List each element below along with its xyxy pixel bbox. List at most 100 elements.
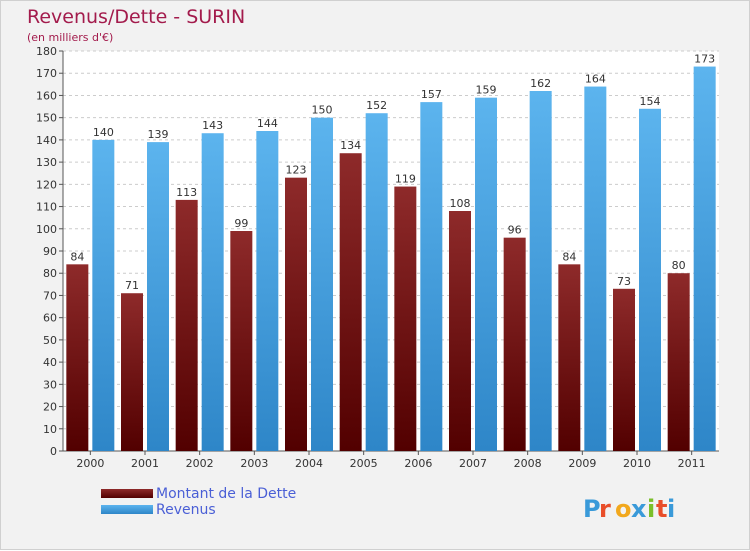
bar-revenus bbox=[475, 97, 497, 452]
y-tick-label: 90 bbox=[43, 245, 57, 258]
data-label: 113 bbox=[176, 186, 197, 199]
data-label: 159 bbox=[476, 84, 497, 97]
bar-dette bbox=[613, 288, 635, 451]
bar-dette bbox=[558, 264, 581, 451]
legend-swatch-dette bbox=[101, 489, 153, 498]
grid-lines bbox=[63, 50, 719, 452]
data-label: 173 bbox=[694, 53, 715, 66]
y-tick-label: 120 bbox=[36, 178, 57, 191]
y-tick-label: 80 bbox=[43, 267, 57, 280]
logo-letter: P bbox=[583, 495, 601, 523]
bar-revenus bbox=[256, 131, 279, 451]
data-label: 96 bbox=[508, 224, 522, 237]
data-label: 84 bbox=[70, 250, 84, 263]
data-label: 73 bbox=[617, 275, 631, 288]
bar-dette bbox=[121, 293, 143, 451]
legend-label-dette: Montant de la Dette bbox=[156, 486, 296, 502]
data-label: 143 bbox=[202, 119, 223, 132]
y-tick-label: 160 bbox=[36, 89, 57, 102]
bar-revenus bbox=[201, 133, 224, 451]
y-axis: 0 10 20 30 40 50 60 70 80 90 100 110 120 130 140 150 160… bbox=[36, 45, 719, 458]
x-tick-label: 2009 bbox=[568, 457, 596, 470]
legend-label-revenus: Revenus bbox=[156, 502, 216, 518]
bar-dette bbox=[503, 237, 526, 451]
bars bbox=[66, 66, 716, 452]
bar-dette bbox=[175, 199, 198, 451]
data-label: 157 bbox=[421, 88, 442, 101]
legend-swatch-revenus bbox=[101, 505, 153, 514]
data-label: 154 bbox=[640, 95, 661, 108]
logo-letter: x bbox=[631, 495, 647, 523]
x-tick-label: 2002 bbox=[186, 457, 214, 470]
y-tick-label: 0 bbox=[50, 445, 57, 458]
data-label: 164 bbox=[585, 73, 606, 86]
bar-revenus bbox=[584, 86, 607, 452]
data-label: 139 bbox=[148, 128, 169, 141]
y-tick-label: 30 bbox=[43, 378, 57, 391]
y-tick-label: 100 bbox=[36, 223, 57, 236]
x-tick-label: 2001 bbox=[131, 457, 159, 470]
bar-dette bbox=[667, 273, 690, 451]
bar-revenus bbox=[147, 142, 169, 451]
logo-letter: t bbox=[656, 495, 667, 523]
data-label: 108 bbox=[450, 197, 471, 210]
y-tick-label: 150 bbox=[36, 112, 57, 125]
x-tick-label: 2007 bbox=[459, 457, 487, 470]
data-label: 119 bbox=[395, 173, 416, 186]
bar-dette bbox=[339, 153, 362, 451]
data-labels: 84 140 71 139 113 143 99 144 123 150 134 152 119 157 1… bbox=[70, 53, 715, 293]
y-tick-label: 180 bbox=[36, 45, 57, 58]
data-label: 123 bbox=[286, 164, 307, 177]
y-tick-label: 130 bbox=[36, 156, 57, 169]
x-tick-label: 2000 bbox=[76, 457, 104, 470]
data-label: 80 bbox=[672, 259, 686, 272]
bar-revenus bbox=[365, 113, 388, 451]
x-tick-label: 2005 bbox=[350, 457, 378, 470]
bar-revenus bbox=[311, 117, 333, 452]
chart-title: Revenus/Dette - SURIN bbox=[27, 6, 245, 28]
bar-revenus bbox=[693, 66, 716, 452]
logo-letter: r bbox=[599, 495, 611, 523]
bar-revenus bbox=[639, 108, 661, 452]
y-tick-label: 50 bbox=[43, 334, 57, 347]
logo-letter: i bbox=[667, 495, 675, 523]
data-label: 144 bbox=[257, 117, 278, 130]
x-tick-label: 2011 bbox=[678, 457, 706, 470]
data-label: 152 bbox=[366, 99, 387, 112]
x-tick-label: 2003 bbox=[240, 457, 268, 470]
data-label: 134 bbox=[340, 139, 361, 152]
bar-revenus bbox=[92, 139, 115, 451]
x-tick-label: 2004 bbox=[295, 457, 323, 470]
x-tick-label: 2010 bbox=[623, 457, 651, 470]
bar-dette bbox=[230, 231, 253, 451]
y-tick-label: 20 bbox=[43, 401, 57, 414]
data-label: 150 bbox=[312, 104, 333, 117]
bar-dette bbox=[449, 211, 471, 451]
data-label: 71 bbox=[125, 279, 139, 292]
y-tick-label: 110 bbox=[36, 201, 57, 214]
bar-revenus bbox=[420, 102, 443, 451]
y-tick-label: 10 bbox=[43, 423, 57, 436]
y-tick-label: 60 bbox=[43, 312, 57, 325]
chart-subtitle: (en milliers d'€) bbox=[27, 31, 113, 44]
bar-revenus bbox=[529, 91, 552, 451]
logo-letter: o bbox=[615, 495, 632, 523]
data-label: 84 bbox=[562, 250, 576, 263]
proxiti-logo: Pr o x i t i bbox=[583, 495, 675, 523]
data-label: 162 bbox=[530, 77, 551, 90]
logo-letter: i bbox=[647, 495, 655, 523]
x-tick-label: 2006 bbox=[404, 457, 432, 470]
data-label: 140 bbox=[93, 126, 114, 139]
bar-dette bbox=[394, 186, 417, 452]
y-tick-label: 40 bbox=[43, 356, 57, 369]
bar-dette bbox=[285, 177, 307, 451]
x-axis: 2000 2001 2002 2003 2004 2005 2006 2007 2008 2009… bbox=[76, 451, 706, 470]
data-label: 99 bbox=[234, 217, 248, 230]
bar-dette bbox=[66, 264, 89, 451]
y-tick-label: 170 bbox=[36, 67, 57, 80]
y-tick-label: 140 bbox=[36, 134, 57, 147]
y-tick-label: 70 bbox=[43, 289, 57, 302]
